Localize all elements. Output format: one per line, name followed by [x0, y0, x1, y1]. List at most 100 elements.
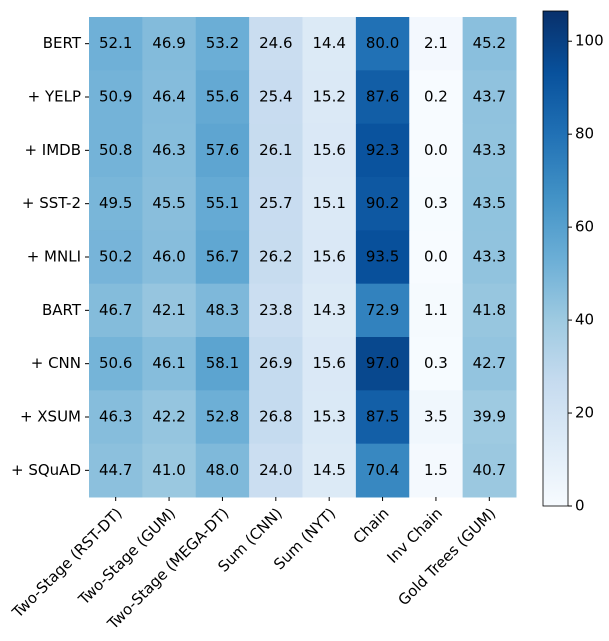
y-tick-label: + YELP	[28, 88, 81, 106]
cell	[462, 177, 517, 231]
y-tick-label: + CNN	[31, 354, 81, 372]
x-tick-label: Two-Stage (GUM)	[74, 504, 179, 609]
cell	[355, 177, 410, 231]
cell	[142, 17, 197, 71]
y-tick-label: + SST-2	[22, 194, 81, 212]
cell-label: 0.0	[424, 248, 448, 266]
cell-label: 40.7	[473, 461, 506, 479]
cell-label: 26.9	[259, 354, 292, 372]
cell-label: 50.2	[99, 248, 132, 266]
cell-label: 46.9	[152, 34, 185, 52]
cell-label: 14.3	[312, 301, 345, 319]
colorbar-tick-label: 40	[575, 311, 594, 329]
cell	[409, 70, 464, 125]
cell	[89, 70, 143, 125]
cell-label: 49.5	[99, 194, 132, 212]
cell-label: 43.5	[473, 194, 506, 212]
cell	[409, 123, 464, 178]
cell-label: 15.2	[312, 88, 345, 106]
cell-label: 43.3	[473, 141, 506, 159]
cell-label: 92.3	[366, 141, 399, 159]
cell	[195, 17, 250, 71]
cell	[249, 443, 303, 498]
cell-label: 72.9	[366, 301, 399, 319]
cell	[355, 230, 410, 285]
cell	[302, 337, 357, 391]
cell-label: 43.7	[473, 88, 506, 106]
cell-label: 45.2	[473, 34, 506, 52]
cell	[89, 283, 143, 338]
cell	[142, 230, 197, 285]
cell	[142, 123, 197, 178]
cell	[462, 17, 517, 71]
cell-label: 15.6	[312, 354, 345, 372]
cell-label: 15.3	[312, 408, 345, 426]
cell	[355, 390, 410, 445]
cell-label: 25.7	[259, 194, 292, 212]
colorbar-tick-label: 100	[575, 32, 604, 50]
cell-label: 41.0	[152, 461, 185, 479]
cell-label: 55.6	[206, 88, 239, 106]
cell-label: 46.4	[152, 88, 185, 106]
cell-label: 3.5	[424, 408, 448, 426]
cell	[142, 177, 197, 231]
x-tick-label: Gold Trees (GUM)	[394, 504, 499, 609]
cell	[142, 337, 197, 391]
cell	[409, 17, 464, 71]
cell	[195, 70, 250, 125]
cell-label: 23.8	[259, 301, 292, 319]
cell-label: 55.1	[206, 194, 239, 212]
cell	[195, 443, 250, 498]
cell	[195, 123, 250, 178]
cell-label: 90.2	[366, 194, 399, 212]
cell	[195, 230, 250, 285]
cell	[249, 230, 303, 285]
cell-label: 0.3	[424, 354, 448, 372]
cell	[89, 230, 143, 285]
cell-label: 80.0	[366, 34, 399, 52]
cell-label: 0.2	[424, 88, 448, 106]
cell	[302, 177, 357, 231]
cell-label: 97.0	[366, 354, 399, 372]
cell	[302, 443, 357, 498]
cell	[302, 123, 357, 178]
cell-label: 25.4	[259, 88, 292, 106]
cell	[409, 390, 464, 445]
cell-label: 24.6	[259, 34, 292, 52]
cell	[195, 337, 250, 391]
cell-label: 1.1	[424, 301, 448, 319]
cell-label: 57.6	[206, 141, 239, 159]
cell-label: 26.8	[259, 408, 292, 426]
cell-label: 87.5	[366, 408, 399, 426]
cell	[462, 443, 517, 498]
cell	[409, 230, 464, 285]
cell-label: 48.0	[206, 461, 239, 479]
cell-label: 14.5	[312, 461, 345, 479]
cell	[409, 177, 464, 231]
cell	[195, 177, 250, 231]
cell	[142, 390, 197, 445]
cell	[302, 70, 357, 125]
cell	[249, 283, 303, 338]
cell	[89, 390, 143, 445]
cell-label: 44.7	[99, 461, 132, 479]
cell-label: 45.5	[152, 194, 185, 212]
cell-label: 50.6	[99, 354, 132, 372]
cell-label: 46.3	[99, 408, 132, 426]
cell-label: 26.2	[259, 248, 292, 266]
cell	[249, 337, 303, 391]
cell-label: 56.7	[206, 248, 239, 266]
cell	[409, 337, 464, 391]
cell	[249, 177, 303, 231]
cell-label: 14.4	[312, 34, 345, 52]
cell	[355, 123, 410, 178]
cell-label: 50.8	[99, 141, 132, 159]
y-tick-label: BERT	[43, 34, 82, 52]
cell	[355, 337, 410, 391]
cell	[302, 17, 357, 71]
cell	[355, 443, 410, 498]
cell	[462, 70, 517, 125]
colorbar-tick-label: 20	[575, 404, 594, 422]
cell	[142, 70, 197, 125]
